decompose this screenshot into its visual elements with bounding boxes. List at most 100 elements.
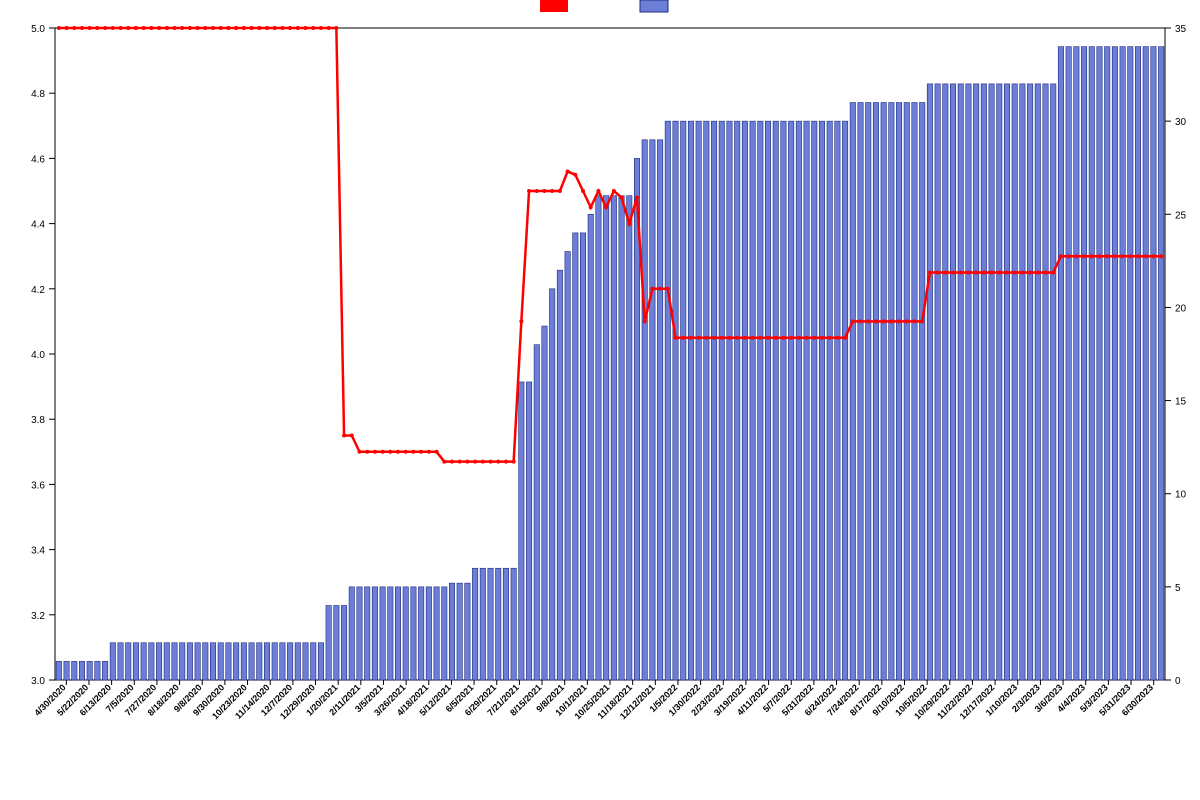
bar bbox=[642, 140, 647, 680]
line-marker bbox=[650, 287, 654, 291]
line-marker bbox=[527, 189, 531, 193]
bar bbox=[149, 643, 154, 680]
y-right-tick-label: 5 bbox=[1175, 583, 1181, 594]
line-marker bbox=[1144, 254, 1148, 258]
bar bbox=[912, 103, 917, 680]
bar bbox=[488, 568, 493, 680]
bar bbox=[819, 121, 824, 680]
line-marker bbox=[766, 336, 770, 340]
bar bbox=[596, 196, 601, 680]
y-right-tick-label: 30 bbox=[1175, 117, 1187, 128]
bar bbox=[233, 643, 238, 680]
line-marker bbox=[990, 271, 994, 275]
bar bbox=[79, 661, 84, 680]
bar bbox=[1004, 84, 1009, 680]
line-marker bbox=[1128, 254, 1132, 258]
bar bbox=[1058, 47, 1063, 680]
y-left-tick-label: 4.6 bbox=[31, 154, 45, 165]
line-marker bbox=[504, 460, 508, 464]
bar bbox=[341, 605, 346, 680]
bar bbox=[72, 661, 77, 680]
bar bbox=[966, 84, 971, 680]
line-marker bbox=[1082, 254, 1086, 258]
line-marker bbox=[589, 205, 593, 209]
bar bbox=[1089, 47, 1094, 680]
line-marker bbox=[1136, 254, 1140, 258]
bar bbox=[696, 121, 701, 680]
bar bbox=[627, 196, 632, 680]
bar bbox=[919, 103, 924, 680]
bar bbox=[303, 643, 308, 680]
line-marker bbox=[666, 287, 670, 291]
bar bbox=[1066, 47, 1071, 680]
line-marker bbox=[1013, 271, 1017, 275]
line-marker bbox=[797, 336, 801, 340]
line-marker bbox=[573, 173, 577, 177]
line-marker bbox=[1105, 254, 1109, 258]
line-marker bbox=[273, 26, 277, 30]
line-marker bbox=[288, 26, 292, 30]
bar bbox=[611, 196, 616, 680]
line-marker bbox=[828, 336, 832, 340]
bar bbox=[141, 643, 146, 680]
y-left-tick-label: 4.2 bbox=[31, 285, 45, 296]
bar bbox=[1120, 47, 1125, 680]
line-marker bbox=[843, 336, 847, 340]
bar bbox=[835, 121, 840, 680]
line-marker bbox=[612, 189, 616, 193]
bar bbox=[742, 121, 747, 680]
bar bbox=[318, 643, 323, 680]
line-marker bbox=[581, 189, 585, 193]
line-marker bbox=[789, 336, 793, 340]
line-marker bbox=[566, 169, 570, 173]
line-marker bbox=[196, 26, 200, 30]
line-marker bbox=[596, 189, 600, 193]
line-marker bbox=[550, 189, 554, 193]
line-marker bbox=[149, 26, 153, 30]
line-marker bbox=[142, 26, 146, 30]
bar bbox=[665, 121, 670, 680]
line-marker bbox=[342, 434, 346, 438]
bar bbox=[781, 121, 786, 680]
bar bbox=[958, 84, 963, 680]
line-marker bbox=[1036, 271, 1040, 275]
line-marker bbox=[627, 222, 631, 226]
line-marker bbox=[704, 336, 708, 340]
bar bbox=[349, 587, 354, 680]
line-marker bbox=[812, 336, 816, 340]
bar bbox=[395, 587, 400, 680]
bar bbox=[241, 643, 246, 680]
line-marker bbox=[912, 319, 916, 323]
line-marker bbox=[388, 450, 392, 454]
line-marker bbox=[643, 319, 647, 323]
line-marker bbox=[88, 26, 92, 30]
line-marker bbox=[265, 26, 269, 30]
line-marker bbox=[319, 26, 323, 30]
bar bbox=[1097, 47, 1102, 680]
line-marker bbox=[411, 450, 415, 454]
y-left-tick-label: 5.0 bbox=[31, 24, 45, 35]
line-marker bbox=[203, 26, 207, 30]
bar bbox=[503, 568, 508, 680]
bar bbox=[264, 643, 269, 680]
line-marker bbox=[65, 26, 69, 30]
line-marker bbox=[103, 26, 107, 30]
line-marker bbox=[928, 271, 932, 275]
y-right-tick-label: 0 bbox=[1175, 676, 1181, 687]
line-marker bbox=[211, 26, 215, 30]
bar bbox=[842, 121, 847, 680]
line-marker bbox=[866, 319, 870, 323]
bar bbox=[372, 587, 377, 680]
bar bbox=[1151, 47, 1156, 680]
line-marker bbox=[280, 26, 284, 30]
bar bbox=[1158, 47, 1163, 680]
bar bbox=[326, 605, 331, 680]
bar bbox=[603, 196, 608, 680]
line-marker bbox=[851, 319, 855, 323]
line-marker bbox=[180, 26, 184, 30]
bar bbox=[295, 643, 300, 680]
line-marker bbox=[311, 26, 315, 30]
bar bbox=[465, 583, 470, 680]
bar bbox=[272, 643, 277, 680]
bar bbox=[1143, 47, 1148, 680]
